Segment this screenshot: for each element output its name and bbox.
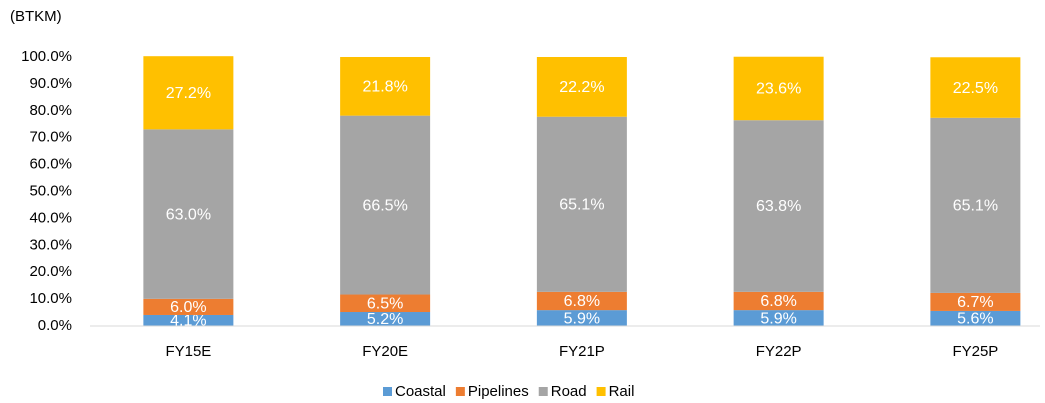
bar-segment [733,291,824,311]
x-tick-label: FY22P [756,343,802,360]
bar-segment [340,57,431,116]
bar-segment [340,115,431,295]
x-tick-label: FY21P [559,343,605,360]
bar-segment [930,292,1021,311]
bar-segment [536,116,627,292]
legend-swatch [596,387,606,396]
y-tick-label: 20.0% [29,263,72,280]
legend-label: Rail [609,383,635,400]
value-label: 5.6% [957,311,993,328]
legend-swatch [383,387,392,396]
bar-segment [733,120,824,292]
y-tick-label: 30.0% [29,236,72,253]
value-label: 5.9% [760,310,796,327]
value-label: 21.8% [362,79,407,96]
bar-segment [930,117,1021,293]
bar-segment [143,314,234,326]
legend-label: Road [551,383,587,400]
legend-label: Pipelines [468,383,529,400]
y-tick-label: 70.0% [29,129,72,146]
bar-segment [143,298,234,315]
bar-segment [930,57,1021,118]
value-label: 5.9% [564,310,600,327]
y-tick-label: 60.0% [29,156,72,173]
x-tick-label: FY25P [952,343,998,360]
bar-segment [930,310,1021,326]
value-label: 6.0% [170,299,206,316]
y-tick-label: 10.0% [29,290,72,307]
value-label: 6.8% [564,293,600,310]
legend-swatch [455,387,465,396]
y-tick-label: 90.0% [29,75,72,92]
value-label: 6.5% [367,295,403,312]
y-tick-label: 40.0% [29,209,72,226]
legend-swatch [538,387,548,396]
x-tick-label: FY20E [362,343,408,360]
x-tick-label: FY15E [165,343,211,360]
value-label: 6.8% [760,293,796,310]
bar-segment [143,129,234,299]
bar-segment [340,312,431,326]
value-label: 6.7% [957,294,993,311]
value-label: 23.6% [756,81,801,98]
y-tick-label: 50.0% [29,182,72,199]
bar-segment [733,56,824,121]
value-label: 22.2% [559,79,604,96]
bar-segment [536,57,627,117]
y-tick-label: 80.0% [29,102,72,119]
y-axis-label: (BTKM) [10,8,62,25]
value-label: 4.1% [170,313,206,330]
bar-segment [536,291,627,311]
value-label: 65.1% [953,198,998,215]
bar-segment [340,294,431,313]
value-label: 63.0% [166,206,211,223]
bar-segment [733,310,824,326]
bar-segment [536,310,627,326]
legend-label: Coastal [395,383,446,400]
value-label: 66.5% [362,197,407,214]
value-label: 22.5% [953,80,998,97]
bar-segment [143,56,234,130]
y-tick-label: 100.0% [21,48,72,65]
value-label: 27.2% [166,85,211,102]
value-label: 5.2% [367,311,403,328]
value-label: 63.8% [756,198,801,215]
value-label: 65.1% [559,196,604,213]
y-tick-label: 0.0% [38,317,72,334]
